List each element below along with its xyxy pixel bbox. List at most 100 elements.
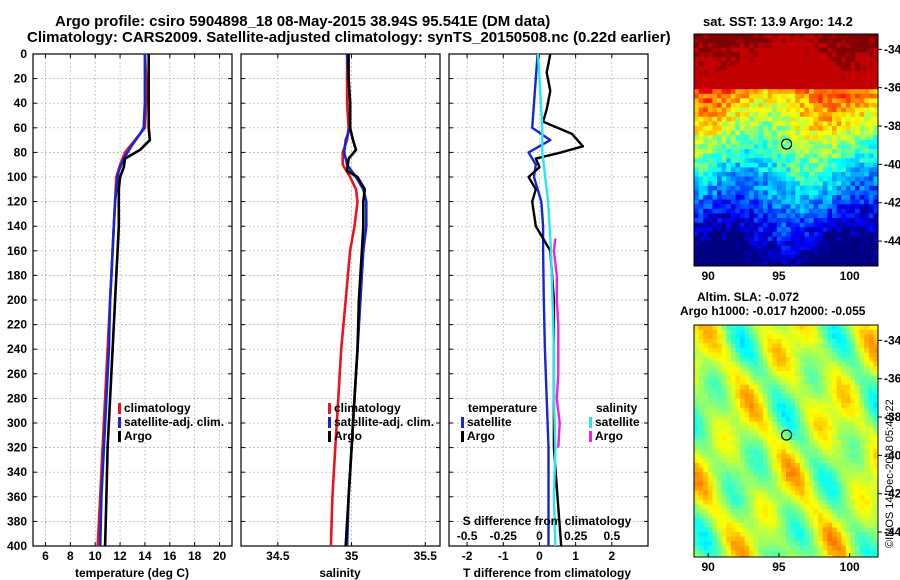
legend-swatch	[328, 417, 331, 428]
figure-title-line1: Argo profile: csiro 5904898_18 08-May-20…	[55, 13, 550, 30]
map-y-tick-label: -42	[884, 487, 900, 501]
map-x-tick-label: 90	[701, 560, 715, 574]
legend-label: satellite-adj. clim.	[124, 415, 224, 429]
map-frame	[693, 324, 879, 558]
legend-label: climatology	[334, 401, 401, 415]
legend-label: climatology	[124, 401, 191, 415]
map-y-tick-label: -40	[884, 448, 900, 462]
s-diff-tick-label: 0	[536, 529, 543, 543]
x-tick-label: 34.5	[266, 549, 290, 563]
y-tick-label: 360	[7, 490, 27, 504]
temperature-panel: 6 8 10 12 14 16 18 2002040608010012014016018020…	[7, 47, 233, 580]
x-tick-label: -2	[462, 549, 473, 563]
difference-panel: -2 -1 0 1 2 -0.5 -0.25 0 0.25 0.5S difference fro…	[448, 53, 649, 580]
y-tick-label: 300	[7, 416, 27, 430]
legend-swatch	[118, 431, 121, 442]
x-tick-label: -1	[498, 549, 509, 563]
x-tick-label: 20	[213, 549, 227, 563]
legend-swatch	[328, 431, 331, 442]
sst-map-title: sat. SST: 13.9 Argo: 14.2	[703, 14, 853, 29]
x-tick-label: 10	[89, 549, 103, 563]
map-field	[694, 34, 878, 266]
y-tick-label: 120	[7, 195, 27, 209]
y-tick-label: 20	[14, 72, 28, 86]
x-tick-label: 18	[188, 549, 202, 563]
x-tick-label: 35.5	[414, 549, 438, 563]
y-tick-label: 160	[7, 244, 27, 258]
legend-label: Argo	[595, 429, 623, 443]
sst-map: 90 95 100 -34 -36 -38 -40 -42 -44	[693, 33, 900, 283]
y-tick-label: 400	[7, 539, 27, 553]
y-tick-label: 240	[7, 342, 27, 356]
legend-swatch	[118, 403, 121, 414]
x-tick-label: 8	[67, 549, 74, 563]
x-tick-label: 2	[608, 549, 615, 563]
argo-location-marker	[780, 429, 793, 441]
legend-temperature-title: temperature	[468, 401, 538, 415]
legend-swatch	[589, 417, 592, 428]
y-tick-label: 340	[7, 465, 27, 479]
y-tick-label: 320	[7, 441, 27, 455]
salinity-series-Argo	[344, 54, 367, 547]
legend-label: Argo	[467, 429, 495, 443]
figure-title-line2: Climatology: CARS2009. Satellite-adjuste…	[27, 29, 671, 46]
map-x-tick-label: 100	[840, 560, 860, 574]
legend-label: satellite	[467, 415, 512, 429]
temperature-series-satellite-adj. clim.	[98, 54, 147, 547]
sla-map: 90 95 100 -34 -36 -38 -40 -42 -44	[693, 324, 900, 574]
difference-series-S-Argo	[552, 238, 561, 448]
x-tick-label: 0	[536, 549, 543, 563]
map-y-tick-label: -36	[884, 81, 900, 95]
map-y-tick-label: -34	[884, 333, 900, 347]
legend-label: Argo	[124, 429, 152, 443]
map-y-tick-label: -34	[884, 42, 900, 56]
map-x-tick-label: 100	[840, 269, 860, 283]
map-y-tick-label: -38	[884, 410, 900, 424]
s-diff-tick-label: -0.25	[490, 529, 518, 543]
legend-salinity-title: salinity	[596, 401, 638, 415]
legend-swatch	[461, 431, 464, 442]
y-tick-label: 100	[7, 170, 27, 184]
y-tick-label: 260	[7, 367, 27, 381]
x-tick-label: 16	[163, 549, 177, 563]
s-diff-axis-label: S difference from climatology	[463, 514, 632, 528]
legend-label: Argo	[334, 429, 362, 443]
x-tick-label: 12	[113, 549, 127, 563]
temperature-series-Argo	[103, 54, 152, 547]
map-x-tick-label: 95	[772, 269, 786, 283]
s-diff-tick-label: 0.5	[603, 529, 620, 543]
sla-map-title-line2: Argo h1000: -0.017 h2000: -0.055	[680, 304, 866, 318]
x-tick-label: 35	[345, 549, 359, 563]
map-field	[694, 325, 878, 557]
y-tick-label: 0	[20, 47, 27, 61]
difference-x-label: T difference from climatology	[463, 566, 631, 580]
x-tick-label: 6	[42, 549, 49, 563]
argo-location-marker	[780, 138, 793, 150]
y-tick-label: 60	[14, 121, 28, 135]
y-tick-label: 40	[14, 96, 28, 110]
map-y-tick-label: -42	[884, 196, 900, 210]
legend-label: satellite-adj. clim.	[334, 415, 434, 429]
salinity-series-climatology	[329, 54, 359, 547]
legend-swatch	[461, 417, 464, 428]
sla-map-title-line1: Altim. SLA: -0.072	[697, 290, 799, 304]
map-y-tick-label: -38	[884, 119, 900, 133]
x-tick-label: 14	[138, 549, 152, 563]
legend-swatch	[328, 403, 331, 414]
y-tick-label: 180	[7, 268, 27, 282]
map-y-tick-label: -36	[884, 372, 900, 386]
y-tick-label: 200	[7, 293, 27, 307]
y-tick-label: 220	[7, 318, 27, 332]
map-y-tick-label: -44	[884, 525, 900, 539]
y-tick-label: 140	[7, 219, 27, 233]
y-tick-label: 80	[14, 145, 28, 159]
difference-series-T-satellite	[527, 53, 552, 546]
salinity-x-label: salinity	[319, 566, 361, 580]
legend-swatch	[589, 431, 592, 442]
legend-swatch	[118, 417, 121, 428]
s-diff-tick-label: -0.5	[457, 529, 478, 543]
map-frame	[693, 33, 879, 267]
temperature-x-label: temperature (deg C)	[75, 566, 189, 580]
y-tick-label: 280	[7, 391, 27, 405]
